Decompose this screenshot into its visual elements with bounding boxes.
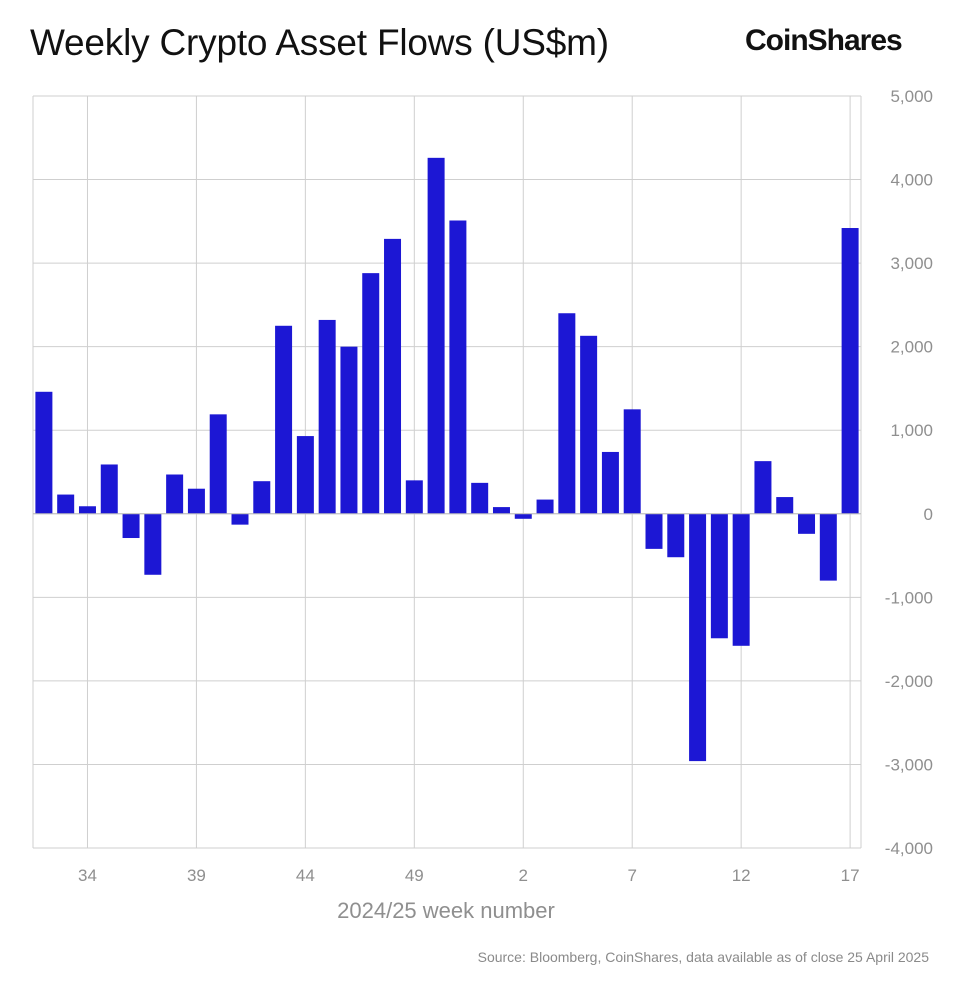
y-tick-label: -2,000: [885, 672, 933, 691]
bar-week-33: [57, 494, 75, 514]
y-tick-label: 3,000: [890, 254, 933, 273]
bar-week-40: [209, 414, 227, 514]
bar-week-32: [35, 391, 53, 514]
bar-week-4: [558, 313, 576, 514]
grid-layer: [32, 95, 862, 849]
x-tick-label: 44: [296, 866, 315, 885]
bar-week-43: [275, 325, 293, 514]
bar-week-51: [449, 220, 467, 514]
x-tick-label: 17: [841, 866, 860, 885]
chart-title: Weekly Crypto Asset Flows (US$m): [30, 22, 609, 63]
brand-logo: CoinShares: [745, 24, 903, 57]
y-tick-label: -4,000: [885, 839, 933, 858]
bar-week-2: [514, 513, 532, 519]
bar-week-37: [144, 513, 162, 575]
bar-week-12: [732, 513, 750, 646]
x-axis-title: 2024/25 week number: [337, 898, 555, 923]
bar-week-7: [623, 409, 641, 514]
x-tick-label: 49: [405, 866, 424, 885]
bar-week-3: [536, 499, 554, 514]
bar-week-46: [340, 346, 358, 514]
y-tick-label: -1,000: [885, 588, 933, 607]
source-note: Source: Bloomberg, CoinShares, data avai…: [477, 949, 929, 965]
bar-week-47: [362, 273, 380, 514]
bar-week-50: [427, 157, 445, 514]
y-tick-label: 0: [924, 505, 933, 524]
bar-week-42: [253, 481, 271, 514]
bar-week-5: [580, 335, 598, 514]
bar-week-15: [798, 513, 816, 534]
x-tick-label: 12: [732, 866, 751, 885]
bar-week-11: [710, 513, 728, 639]
bar-layer: [35, 157, 859, 762]
bar-week-38: [166, 474, 184, 514]
y-tick-label: 2,000: [890, 338, 933, 357]
x-tick-label: 7: [627, 866, 636, 885]
bar-week-13: [754, 461, 772, 514]
x-tick-label: 2: [519, 866, 528, 885]
bar-week-41: [231, 513, 249, 525]
bar-week-48: [384, 238, 402, 514]
bar-week-16: [819, 513, 837, 581]
bar-week-9: [667, 513, 685, 558]
y-tick-label: 5,000: [890, 87, 933, 106]
axis-layer: 5,000 4,000 3,000 2,000 1,000 0 -1,000 -2,000 -3…: [33, 87, 933, 885]
y-tick-label: 4,000: [890, 171, 933, 190]
bar-week-34: [78, 506, 96, 514]
bar-week-10: [689, 513, 707, 762]
bar-week-6: [601, 451, 619, 514]
bar-week-35: [100, 464, 118, 514]
bar-week-49: [405, 480, 423, 514]
x-tick-label: 39: [187, 866, 206, 885]
bar-week-45: [318, 319, 336, 514]
bar-week-44: [296, 436, 314, 514]
bar-week-52: [471, 482, 489, 514]
bar-week-39: [187, 488, 205, 514]
bar-week-17: [841, 228, 859, 514]
bar-week-1: [492, 507, 510, 514]
bar-week-14: [776, 497, 794, 514]
bar-week-36: [122, 513, 140, 539]
x-tick-label: 34: [78, 866, 97, 885]
y-tick-label: 1,000: [890, 421, 933, 440]
bar-week-8: [645, 513, 663, 549]
y-tick-label: -3,000: [885, 755, 933, 774]
